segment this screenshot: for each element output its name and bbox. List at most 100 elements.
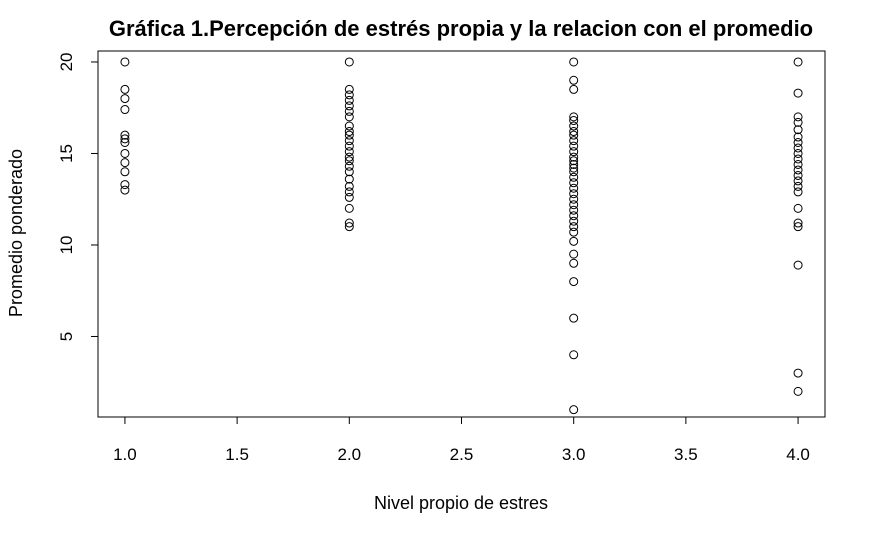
data-point bbox=[793, 117, 803, 127]
data-point bbox=[344, 121, 354, 131]
data-point bbox=[344, 127, 354, 137]
data-point bbox=[569, 227, 579, 237]
data-point bbox=[120, 57, 130, 67]
data-point bbox=[344, 90, 354, 100]
y-axis: 5 10 15 20 bbox=[57, 53, 99, 341]
data-point bbox=[569, 156, 579, 166]
x-tick-label: 1.5 bbox=[225, 445, 249, 464]
data-point bbox=[569, 405, 579, 415]
data-point bbox=[569, 84, 579, 94]
data-point bbox=[793, 148, 803, 158]
data-point bbox=[569, 75, 579, 85]
data-point bbox=[793, 170, 803, 180]
data-point bbox=[344, 181, 354, 191]
x-tick-label: 2.5 bbox=[450, 445, 474, 464]
data-point bbox=[793, 203, 803, 213]
data-point bbox=[120, 105, 130, 115]
data-point bbox=[344, 174, 354, 184]
data-point bbox=[569, 222, 579, 232]
data-point bbox=[569, 211, 579, 221]
data-point bbox=[344, 187, 354, 197]
data-point bbox=[344, 152, 354, 162]
data-point bbox=[569, 163, 579, 173]
chart-title: Gráfica 1.Percepción de estrés propia y … bbox=[109, 16, 813, 41]
data-point bbox=[569, 236, 579, 246]
data-point bbox=[569, 350, 579, 360]
plot-frame bbox=[97, 50, 826, 418]
data-point bbox=[569, 172, 579, 182]
data-point bbox=[344, 222, 354, 232]
data-point bbox=[344, 112, 354, 122]
data-point bbox=[793, 143, 803, 153]
data-point bbox=[569, 136, 579, 146]
data-point bbox=[344, 130, 354, 140]
data-point bbox=[120, 134, 130, 144]
data-point bbox=[793, 218, 803, 228]
y-tick-label: 15 bbox=[57, 144, 76, 163]
data-point bbox=[569, 152, 579, 162]
data-point bbox=[793, 368, 803, 378]
data-point bbox=[569, 167, 579, 177]
data-point bbox=[569, 57, 579, 67]
data-point bbox=[793, 187, 803, 197]
data-point bbox=[793, 88, 803, 98]
data-point bbox=[569, 313, 579, 323]
x-axis: 1.0 1.5 2.0 2.5 3.0 3.5 4.0 bbox=[113, 416, 810, 464]
data-point bbox=[793, 260, 803, 270]
data-point bbox=[344, 57, 354, 67]
x-tick-label: 2.0 bbox=[337, 445, 361, 464]
data-point bbox=[569, 130, 579, 140]
data-point bbox=[344, 147, 354, 157]
data-point bbox=[120, 158, 130, 168]
data-point bbox=[569, 183, 579, 193]
data-point bbox=[569, 127, 579, 137]
data-point bbox=[569, 116, 579, 126]
data-point bbox=[344, 141, 354, 151]
data-point bbox=[344, 218, 354, 228]
data-point bbox=[793, 112, 803, 122]
data-point bbox=[793, 386, 803, 396]
data-point bbox=[344, 101, 354, 111]
y-tick-label: 10 bbox=[57, 236, 76, 255]
data-point bbox=[120, 138, 130, 147]
data-point bbox=[569, 205, 579, 215]
data-point bbox=[569, 121, 579, 131]
data-point bbox=[120, 130, 130, 140]
data-point bbox=[344, 203, 354, 213]
data-point bbox=[120, 84, 130, 94]
data-point bbox=[569, 249, 579, 259]
y-tick-label: 5 bbox=[57, 332, 76, 341]
data-point bbox=[120, 148, 130, 158]
data-point bbox=[344, 106, 354, 116]
data-point bbox=[569, 159, 579, 169]
data-point bbox=[344, 95, 354, 105]
data-point bbox=[569, 277, 579, 287]
data-point bbox=[120, 167, 130, 177]
data-point bbox=[344, 192, 354, 202]
data-point bbox=[569, 194, 579, 204]
x-axis-label: Nivel propio de estres bbox=[374, 493, 548, 513]
x-tick-label: 4.0 bbox=[786, 445, 810, 464]
data-point bbox=[344, 161, 354, 171]
data-point bbox=[793, 57, 803, 67]
data-point bbox=[793, 165, 803, 175]
data-point bbox=[793, 154, 803, 164]
data-point bbox=[793, 132, 803, 142]
data-point bbox=[793, 125, 803, 135]
data-point bbox=[569, 178, 579, 188]
data-point bbox=[344, 156, 354, 166]
data-point bbox=[793, 159, 803, 169]
data-point bbox=[569, 189, 579, 199]
data-point bbox=[569, 216, 579, 226]
data-point bbox=[344, 84, 354, 94]
data-points bbox=[120, 57, 803, 415]
x-tick-label: 3.0 bbox=[562, 445, 586, 464]
data-point bbox=[569, 141, 579, 151]
x-tick-label: 1.0 bbox=[113, 445, 137, 464]
data-point bbox=[569, 258, 579, 268]
data-point bbox=[120, 185, 130, 195]
data-point bbox=[793, 176, 803, 186]
data-point bbox=[569, 112, 579, 122]
data-point bbox=[344, 136, 354, 146]
